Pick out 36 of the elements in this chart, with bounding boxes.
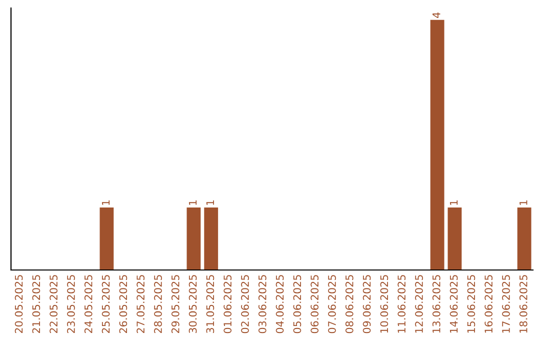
x-tick-label: 14.06.2025 [450,275,458,333]
data-label: 1 [188,200,197,205]
x-tick-label: 03.06.2025 [258,275,266,334]
x-tick-label: 31.05.2025 [206,275,214,334]
x-tick-label: 23.05.2025 [67,275,75,334]
data-label: 1 [102,200,110,205]
x-tick-label: 25.05.2025 [102,275,110,334]
x-tick-label: 17.06.2025 [502,275,510,333]
x-tick-label: 13.06.2025 [432,275,440,333]
x-tick-label: 02.06.2025 [241,275,249,334]
x-tick-label: 07.06.2025 [328,275,336,334]
x-tick-label: 08.06.2025 [345,275,354,334]
x-tick-label: 16.06.2025 [484,275,493,333]
x-tick-label: 10.06.2025 [380,275,388,333]
data-label: 1 [206,200,214,205]
x-tick-label: 21.05.2025 [32,275,40,334]
x-tick-label: 09.06.2025 [362,275,371,334]
x-tick-label: 26.05.2025 [119,275,128,334]
x-tick-label: 29.05.2025 [171,275,180,334]
x-tick-label: 24.05.2025 [84,275,92,334]
x-tick-label: 06.06.2025 [310,275,319,334]
x-tick-label: 05.06.2025 [293,275,302,334]
x-tick-label: 22.05.2025 [50,275,58,334]
x-tick-label: 11.06.2025 [398,275,406,333]
x-tick-label: 18.06.2025 [519,275,528,333]
x-tick-label: 01.06.2025 [224,275,232,334]
x-tick-label: 12.06.2025 [415,275,423,333]
x-tick-label: 04.06.2025 [276,275,284,334]
x-tick-label: 30.05.2025 [188,275,197,334]
x-tick-label: 27.05.2025 [136,275,145,334]
x-tick-label: 15.06.2025 [467,275,476,333]
data-label: 1 [520,200,528,205]
x-tick-label: 28.05.2025 [154,275,162,334]
data-label: 4 [432,12,440,18]
x-tick-label: 20.05.2025 [14,275,23,334]
data-label: 1 [450,200,458,205]
